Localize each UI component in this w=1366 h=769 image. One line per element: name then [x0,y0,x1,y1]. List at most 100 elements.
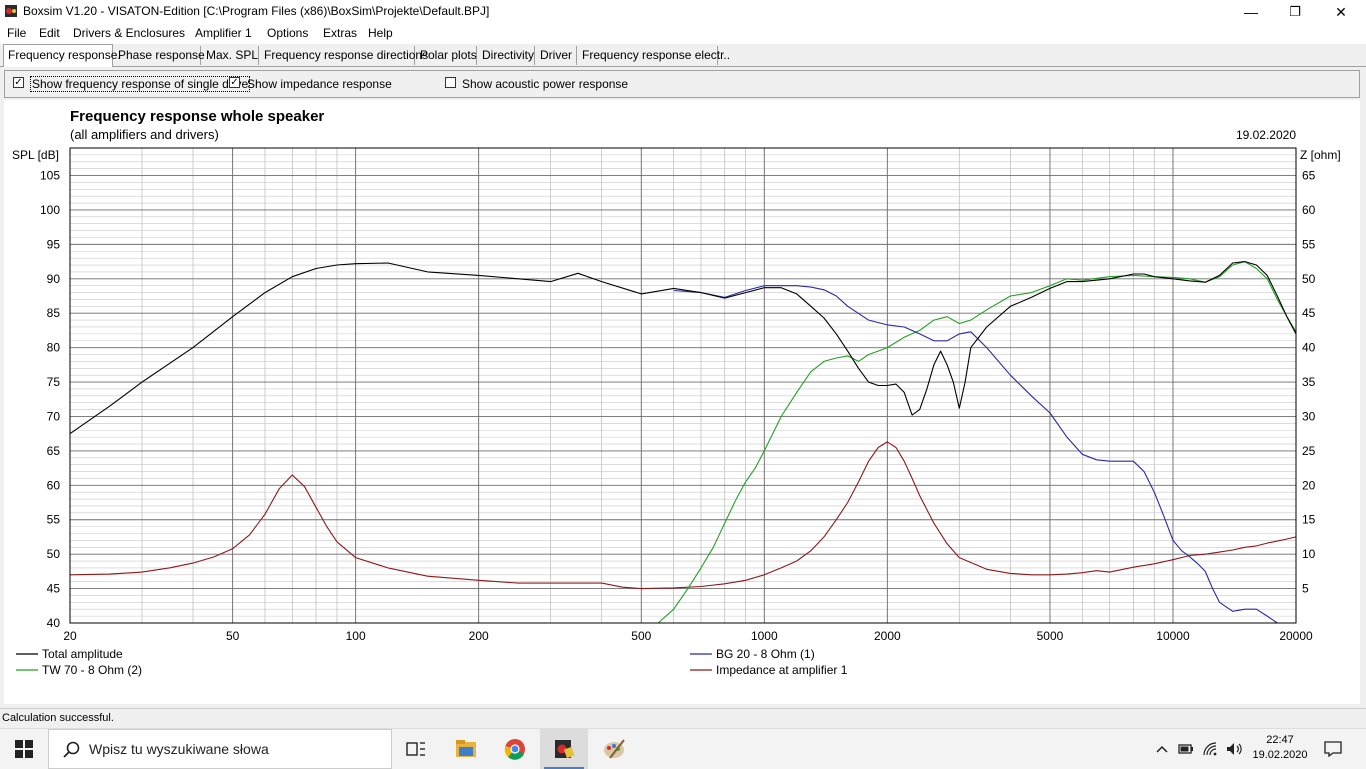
legend-label: Impedance at amplifier 1 [716,663,848,677]
y-tick-label: 75 [47,375,61,389]
x-tick-label: 100 [346,629,366,643]
y-tick-label: 105 [40,169,60,183]
legend-label: Total amplitude [42,647,123,661]
chart-title: Frequency response whole speaker [70,108,324,125]
x-tick-label: 200 [469,629,489,643]
battery-icon [1178,744,1193,754]
y-tick-label: 45 [47,582,61,596]
bg20-driver-line [673,285,1296,624]
y-tick-label: 90 [47,272,61,286]
volume-tray-button[interactable] [1224,729,1246,769]
battery-tray-button[interactable] [1176,729,1196,769]
menu-amplifier[interactable]: Amplifier 1 [195,26,252,40]
task-view-icon [406,742,425,756]
y2-axis-label: Z [ohm] [1300,148,1341,162]
options-panel: ✓ Show frequency response of single driv… [4,70,1360,98]
y-tick-label: 55 [47,513,61,527]
y-axis-label: SPL [dB] [12,148,59,162]
y2-tick-label: 55 [1302,237,1316,251]
x-tick-label: 50 [226,629,240,643]
x-tick-label: 10000 [1156,629,1190,643]
notification-icon [1324,741,1342,757]
single-drivers-label[interactable]: Show frequency response of single drive [30,76,251,92]
tab-polar-plots[interactable]: Polar plots [416,46,477,65]
task-view-button[interactable] [392,729,440,769]
chrome-icon [504,739,525,760]
tab-frequency-response-directions[interactable]: Frequency response directions [260,46,428,65]
minimize-button[interactable]: — [1244,4,1258,20]
y2-tick-label: 35 [1302,375,1316,389]
legend-label: TW 70 - 8 Ohm (2) [42,663,142,677]
y2-tick-label: 25 [1302,444,1316,458]
windows-icon [15,740,33,758]
impedance-line [69,441,1297,590]
tab-frequency-response-electrical[interactable]: Frequency response electr.. [578,46,730,65]
chart-area: 20 50 100 200 500 1000 2000 5000 10000 20000 40 45 5… [4,100,1360,704]
y2-tick-label: 15 [1302,513,1316,527]
y-tick-label: 50 [47,547,61,561]
maximize-button[interactable]: ❐ [1289,4,1301,19]
taskbar-clock[interactable]: 22:47 19.02.2020 [1248,733,1312,763]
x-tick-label: 5000 [1037,629,1064,643]
paint-button[interactable] [590,729,638,769]
legend-label: BG 20 - 8 Ohm (1) [716,647,815,661]
y2-tick-label: 45 [1302,306,1316,320]
start-button[interactable] [0,729,48,769]
y-tick-label: 80 [47,341,61,355]
close-button[interactable]: ✕ [1335,3,1347,20]
y2-tick-label: 60 [1302,203,1316,217]
boxsim-icon [555,740,575,759]
boxsim-app-icon [5,5,17,17]
search-icon [63,741,80,758]
status-text: Calculation successful. [2,712,114,724]
wifi-icon [1203,742,1217,756]
y2-tick-label: 5 [1302,582,1309,596]
status-bar: Calculation successful. [0,708,1366,729]
menu-bar: File Edit Drivers & Enclosures Amplifier… [0,24,1366,44]
chevron-up-icon [1156,745,1168,753]
title-bar: Boxsim V1.20 - VISATON-Edition [C:\Progr… [0,0,1366,24]
y2-tick-label: 65 [1302,169,1316,183]
menu-extras[interactable]: Extras [323,26,358,40]
tab-bar: Frequency response. Phase response Max. … [0,44,1366,67]
x-tick-label: 20 [63,629,77,643]
menu-file[interactable]: File [7,26,27,40]
menu-drivers-enclosures[interactable]: Drivers & Enclosures [73,26,186,40]
y-tick-label: 85 [47,306,61,320]
tab-driver[interactable]: Driver [536,46,577,65]
tray-overflow-button[interactable] [1152,729,1172,769]
acoustic-power-label[interactable]: Show acoustic power response [462,77,629,91]
paint-icon [604,739,625,759]
menu-help[interactable]: Help [368,26,393,40]
notifications-button[interactable] [1318,729,1348,769]
single-drivers-checkbox[interactable]: ✓ [13,77,24,88]
tab-frequency-response[interactable]: Frequency response. [3,44,121,67]
y-tick-label: 95 [47,237,61,251]
impedance-label[interactable]: Show impedance response [247,77,392,91]
acoustic-power-checkbox[interactable] [445,77,456,88]
taskbar-search-box[interactable]: Wpisz tu wyszukiwane słowa [48,729,392,769]
network-tray-button[interactable] [1200,729,1222,769]
window-title: Boxsim V1.20 - VISATON-Edition [C:\Progr… [23,4,490,18]
chrome-button[interactable] [491,729,539,769]
tab-max-spl[interactable]: Max. SPL [202,46,259,65]
y2-tick-label: 30 [1302,409,1316,423]
menu-edit[interactable]: Edit [39,26,60,40]
tab-phase-response[interactable]: Phase response [114,46,205,65]
x-tick-label: 2000 [874,629,901,643]
y2-tick-label: 50 [1302,272,1316,286]
x-tick-label: 500 [631,629,651,643]
y2-tick-label: 20 [1302,478,1316,492]
impedance-checkbox[interactable]: ✓ [229,77,240,88]
search-placeholder: Wpisz tu wyszukiwane słowa [89,741,269,757]
y2-tick-label: 40 [1302,341,1316,355]
total-amplitude-line [69,261,1297,435]
file-explorer-button[interactable] [442,729,490,769]
y2-tick-label: 10 [1302,547,1316,561]
menu-options[interactable]: Options [267,26,309,40]
speaker-volume-icon [1227,743,1242,755]
boxsim-taskbar-button[interactable] [540,729,588,769]
tab-directivity[interactable]: Directivity [478,46,535,65]
chart-date: 19.02.2020 [1236,128,1296,142]
y-tick-label: 65 [47,444,61,458]
